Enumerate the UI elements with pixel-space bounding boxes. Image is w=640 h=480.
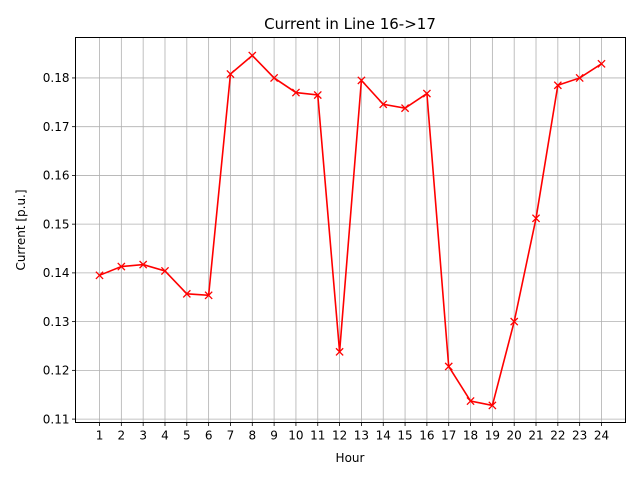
marker-stroke [226,69,235,79]
marker-stroke [291,88,300,97]
plot-frame [75,37,626,423]
marker-stroke [553,81,562,90]
marker-stroke [466,396,475,406]
data-point-marker [531,214,541,223]
y-tick-label: 0.11 [43,412,70,426]
y-tick-label: 0.13 [43,315,70,329]
marker-stroke [597,59,606,68]
x-tick-label: 8 [248,429,256,443]
data-point-marker [575,73,584,83]
x-tick-label: 18 [463,429,478,443]
y-tick-label: 0.17 [43,120,70,134]
marker-stroke [182,289,191,298]
x-tick-label: 16 [419,429,434,443]
data-point-marker [488,401,497,410]
data-point-marker [444,362,453,371]
y-tick-label: 0.14 [43,266,70,280]
y-axis-title: Current [p.u.] [14,189,28,270]
marker-stroke [575,73,584,83]
y-tick-label: 0.15 [43,217,70,231]
x-tick-label: 13 [354,429,369,443]
data-point-marker [357,76,366,85]
x-axis-title: Hour [336,451,365,465]
data-point-marker [270,73,279,83]
x-tick-label: 17 [441,429,456,443]
x-tick-label: 6 [205,429,213,443]
data-point-marker [510,317,519,326]
x-tick-label: 23 [572,429,587,443]
x-tick-label: 5 [183,429,191,443]
data-point-marker [313,90,322,100]
x-tick-label: 7 [227,429,235,443]
marker-stroke [270,73,279,83]
marker-stroke [422,89,431,98]
x-tick-label: 15 [397,429,412,443]
marker-stroke [335,347,344,356]
data-point-marker [117,262,126,271]
data-point-marker [291,88,300,97]
marker-stroke [510,317,519,326]
marker-stroke [139,260,148,269]
data-point-marker [401,104,410,113]
y-tick-label: 0.18 [43,71,70,85]
marker-stroke [488,401,497,410]
x-tick-label: 4 [161,429,169,443]
data-point-marker [226,69,235,79]
marker-stroke [160,266,170,275]
x-tick-label: 19 [485,429,500,443]
data-point-marker [95,271,104,280]
marker-stroke [248,51,257,60]
data-point-marker [379,100,388,109]
x-tick-label: 3 [139,429,147,443]
data-point-marker [466,396,475,406]
series-layer [95,51,606,410]
data-point-marker [553,81,562,90]
marker-stroke [313,90,322,100]
data-point-marker [597,59,606,68]
marker-stroke [357,76,366,85]
x-tick-label: 24 [594,429,609,443]
data-point-marker [248,51,257,60]
x-tick-label: 14 [376,429,391,443]
marker-stroke [117,262,126,271]
chart-title: Current in Line 16->17 [264,15,436,33]
marker-stroke [95,271,104,280]
marker-stroke [401,104,410,113]
x-tick-label: 2 [118,429,126,443]
data-point-marker [182,289,191,298]
data-point-marker [160,266,170,275]
y-tick-label: 0.16 [43,169,70,183]
marker-stroke [444,362,453,371]
data-point-marker [139,260,148,269]
marker-stroke [379,100,388,109]
x-tick-label: 1 [96,429,104,443]
x-tick-label: 21 [528,429,543,443]
data-point-marker [204,291,213,300]
grid [75,37,626,423]
axis-ticks: 1 2 3 4 5 6 7 8 9 10 11 12 13 14 15 16 17 18 19 20 21 22 23 240… [43,71,609,442]
x-tick-label: 9 [270,429,278,443]
x-tick-label: 12 [332,429,347,443]
data-point-marker [422,89,431,98]
data-point-marker [335,347,344,356]
marker-stroke [204,291,213,300]
marker-stroke [531,214,541,223]
x-tick-label: 11 [310,429,325,443]
x-tick-label: 10 [288,429,303,443]
y-tick-label: 0.12 [43,364,70,378]
series-line [99,54,602,407]
x-tick-label: 20 [507,429,522,443]
x-tick-label: 22 [550,429,565,443]
